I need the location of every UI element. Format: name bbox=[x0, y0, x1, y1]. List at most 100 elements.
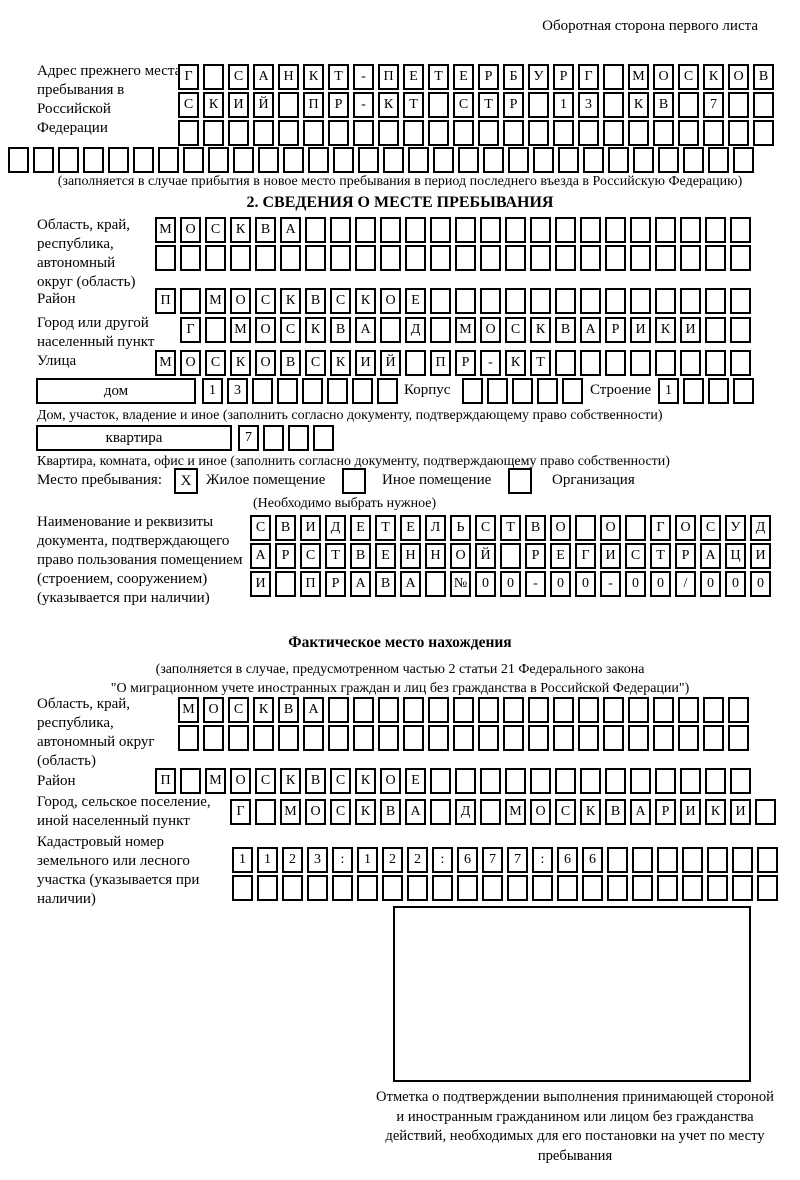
char-cell[interactable]: В bbox=[555, 317, 576, 343]
char-cell[interactable] bbox=[430, 288, 451, 314]
char-cell[interactable] bbox=[228, 120, 249, 146]
char-cell[interactable]: О bbox=[380, 768, 401, 794]
char-cell[interactable]: 0 bbox=[625, 571, 646, 597]
char-cell[interactable]: П bbox=[300, 571, 321, 597]
char-cell[interactable] bbox=[405, 350, 426, 376]
char-cell[interactable] bbox=[278, 120, 299, 146]
char-cell[interactable] bbox=[582, 875, 603, 901]
char-cell[interactable]: Д bbox=[750, 515, 771, 541]
char-cell[interactable]: И bbox=[680, 799, 701, 825]
char-cell[interactable] bbox=[33, 147, 54, 173]
char-cell[interactable] bbox=[432, 875, 453, 901]
char-cell[interactable] bbox=[682, 875, 703, 901]
char-cell[interactable]: Р bbox=[525, 543, 546, 569]
char-cell[interactable]: У bbox=[725, 515, 746, 541]
char-cell[interactable] bbox=[430, 799, 451, 825]
checkbox-organizatsiya[interactable] bbox=[508, 468, 532, 494]
char-cell[interactable]: О bbox=[180, 217, 201, 243]
char-cell[interactable] bbox=[407, 875, 428, 901]
char-cell[interactable] bbox=[607, 875, 628, 901]
char-cell[interactable]: В bbox=[350, 543, 371, 569]
char-cell[interactable]: К bbox=[230, 217, 251, 243]
char-cell[interactable]: В bbox=[330, 317, 351, 343]
char-cell[interactable]: К bbox=[303, 64, 324, 90]
char-cell[interactable] bbox=[408, 147, 429, 173]
char-cell[interactable]: О bbox=[305, 799, 326, 825]
char-cell[interactable] bbox=[280, 245, 301, 271]
char-cell[interactable]: У bbox=[528, 64, 549, 90]
char-cell[interactable]: Т bbox=[328, 64, 349, 90]
char-cell[interactable] bbox=[313, 425, 334, 451]
char-cell[interactable]: Т bbox=[375, 515, 396, 541]
char-cell[interactable] bbox=[630, 245, 651, 271]
char-cell[interactable] bbox=[580, 768, 601, 794]
char-cell[interactable] bbox=[728, 697, 749, 723]
char-cell[interactable]: 0 bbox=[475, 571, 496, 597]
char-cell[interactable]: 7 bbox=[703, 92, 724, 118]
char-cell[interactable] bbox=[628, 120, 649, 146]
char-cell[interactable]: С bbox=[330, 288, 351, 314]
char-cell[interactable] bbox=[430, 217, 451, 243]
char-cell[interactable] bbox=[232, 875, 253, 901]
char-cell[interactable]: С bbox=[305, 350, 326, 376]
char-cell[interactable]: К bbox=[305, 317, 326, 343]
char-cell[interactable]: К bbox=[330, 350, 351, 376]
char-cell[interactable] bbox=[503, 120, 524, 146]
char-cell[interactable] bbox=[430, 317, 451, 343]
char-cell[interactable] bbox=[305, 245, 326, 271]
char-cell[interactable] bbox=[605, 350, 626, 376]
char-cell[interactable] bbox=[732, 847, 753, 873]
char-cell[interactable]: К bbox=[628, 92, 649, 118]
char-cell[interactable]: 0 bbox=[575, 571, 596, 597]
char-cell[interactable] bbox=[233, 147, 254, 173]
char-cell[interactable]: К bbox=[355, 768, 376, 794]
char-cell[interactable]: Р bbox=[553, 64, 574, 90]
char-cell[interactable]: К bbox=[280, 768, 301, 794]
char-cell[interactable] bbox=[230, 245, 251, 271]
char-cell[interactable]: В bbox=[280, 350, 301, 376]
char-cell[interactable] bbox=[457, 875, 478, 901]
char-cell[interactable]: М bbox=[628, 64, 649, 90]
char-cell[interactable] bbox=[528, 697, 549, 723]
char-cell[interactable] bbox=[288, 425, 309, 451]
char-cell[interactable] bbox=[455, 245, 476, 271]
char-cell[interactable] bbox=[680, 768, 701, 794]
char-cell[interactable] bbox=[283, 147, 304, 173]
char-cell[interactable]: С bbox=[300, 543, 321, 569]
char-cell[interactable] bbox=[528, 725, 549, 751]
char-cell[interactable] bbox=[707, 875, 728, 901]
char-cell[interactable] bbox=[705, 350, 726, 376]
char-cell[interactable]: Б bbox=[503, 64, 524, 90]
char-cell[interactable]: М bbox=[155, 217, 176, 243]
char-cell[interactable] bbox=[480, 288, 501, 314]
char-cell[interactable] bbox=[462, 378, 483, 404]
char-cell[interactable]: 1 bbox=[357, 847, 378, 873]
char-cell[interactable] bbox=[358, 147, 379, 173]
char-cell[interactable] bbox=[430, 768, 451, 794]
char-cell[interactable] bbox=[603, 697, 624, 723]
char-cell[interactable] bbox=[728, 120, 749, 146]
char-cell[interactable] bbox=[377, 378, 398, 404]
char-cell[interactable] bbox=[632, 875, 653, 901]
char-cell[interactable]: П bbox=[430, 350, 451, 376]
char-cell[interactable] bbox=[278, 92, 299, 118]
char-cell[interactable] bbox=[453, 697, 474, 723]
char-cell[interactable] bbox=[205, 317, 226, 343]
char-cell[interactable] bbox=[658, 147, 679, 173]
char-cell[interactable] bbox=[555, 768, 576, 794]
char-cell[interactable]: С bbox=[228, 64, 249, 90]
char-cell[interactable] bbox=[555, 245, 576, 271]
char-cell[interactable]: Т bbox=[530, 350, 551, 376]
char-cell[interactable]: А bbox=[253, 64, 274, 90]
char-cell[interactable]: К bbox=[655, 317, 676, 343]
char-cell[interactable] bbox=[382, 875, 403, 901]
char-cell[interactable] bbox=[428, 697, 449, 723]
char-cell[interactable] bbox=[480, 768, 501, 794]
char-cell[interactable]: Д bbox=[325, 515, 346, 541]
char-cell[interactable]: Е bbox=[405, 288, 426, 314]
char-cell[interactable] bbox=[728, 725, 749, 751]
char-cell[interactable]: О bbox=[230, 768, 251, 794]
char-cell[interactable]: 1 bbox=[257, 847, 278, 873]
char-cell[interactable] bbox=[355, 217, 376, 243]
char-cell[interactable]: В bbox=[653, 92, 674, 118]
